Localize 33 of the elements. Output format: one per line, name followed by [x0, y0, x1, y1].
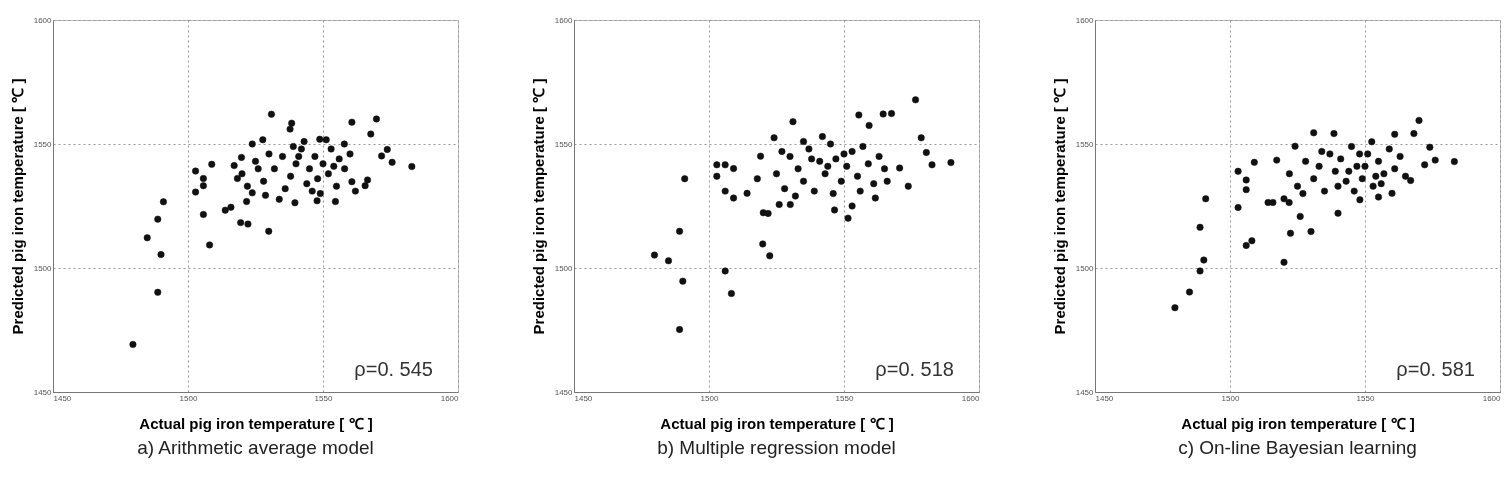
x-axis-title: Actual pig iron temperature [ ℃ ] — [139, 414, 373, 432]
x-tick-label: 1500 — [179, 393, 198, 403]
x-tick-label: 1550 — [314, 393, 333, 403]
y-tick-label: 1500 — [33, 263, 53, 273]
x-tick-label: 1450 — [574, 393, 593, 403]
x-tick-label: 1500 — [1221, 393, 1240, 403]
y-tick-label: 1550 — [554, 139, 574, 149]
y-tick-label: 1550 — [1075, 139, 1095, 149]
y-axis-title: Predicted pig iron temperature [ ℃ ] — [529, 78, 547, 335]
x-tick-label: 1450 — [53, 393, 72, 403]
y-tick-label: 1600 — [554, 15, 574, 25]
y-tick-label: 1600 — [1075, 15, 1095, 25]
text: b) Multiple regression model — [657, 437, 896, 458]
x-tick-label: 1550 — [1356, 393, 1375, 403]
y-axis-title: Predicted pig iron temperature [ ℃ ] — [8, 78, 26, 335]
y-axis-title: Predicted pig iron temperature [ ℃ ] — [1050, 78, 1068, 335]
x-tick-label: 1600 — [961, 393, 981, 403]
y-tick-label: 1500 — [554, 263, 574, 273]
x-axis-title: Actual pig iron temperature [ ℃ ] — [1181, 414, 1415, 432]
x-tick-label: 1450 — [1095, 393, 1114, 403]
y-tick-label: 1500 — [1075, 263, 1095, 273]
annotation: ρ=0. 545 — [354, 358, 433, 380]
y-tick-label: 1550 — [33, 139, 53, 149]
text: a) Arithmetic average model — [137, 437, 374, 458]
y-tick-label: 1600 — [33, 15, 53, 25]
annotation: ρ=0. 518 — [875, 358, 954, 380]
x-tick-label: 1550 — [835, 393, 854, 403]
x-tick-label: 1600 — [1482, 393, 1502, 403]
annotation: ρ=0. 581 — [1396, 358, 1475, 380]
x-tick-label: 1600 — [440, 393, 460, 403]
x-tick-label: 1500 — [700, 393, 719, 403]
text: c) On-line Bayesian learning — [1178, 437, 1417, 458]
x-axis-title: Actual pig iron temperature [ ℃ ] — [660, 414, 894, 432]
